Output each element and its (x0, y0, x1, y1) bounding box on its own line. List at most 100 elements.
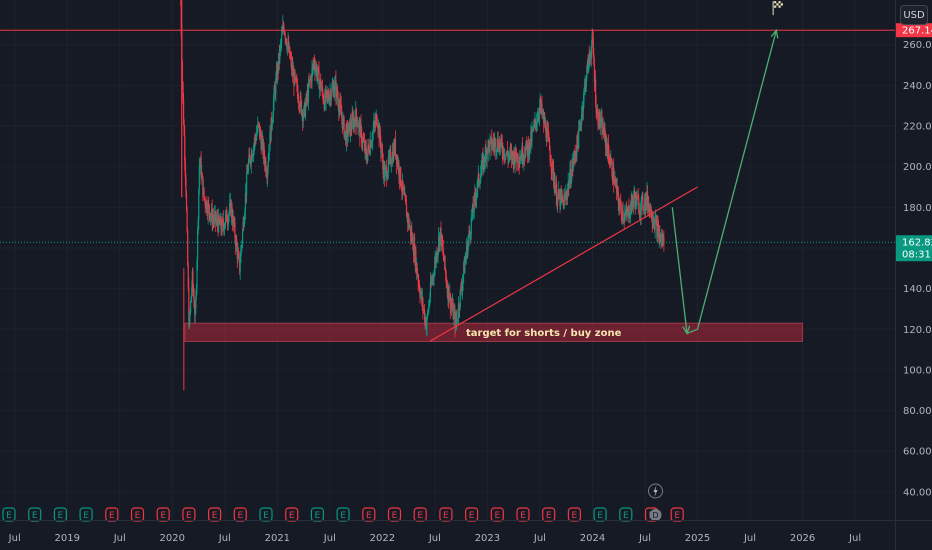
earnings-marker[interactable]: E (465, 507, 479, 522)
candle-body (226, 210, 228, 222)
earnings-marker-letter: E (315, 511, 321, 521)
candle-body (408, 226, 411, 228)
candle-body (444, 256, 446, 270)
candle-body (344, 131, 346, 137)
earnings-marker[interactable]: E (516, 507, 530, 522)
earnings-marker[interactable]: E (233, 507, 247, 522)
time-tick-label: 2021 (265, 533, 290, 544)
candle-body (578, 128, 580, 149)
earnings-marker[interactable]: E (619, 507, 633, 522)
lightning-icon[interactable] (647, 483, 663, 499)
candle-body (272, 116, 274, 122)
earnings-marker[interactable]: E (542, 507, 556, 522)
candle-body (519, 159, 521, 165)
candle-body (256, 131, 258, 134)
candle-body (299, 107, 301, 109)
candle-body (240, 246, 242, 251)
event-markers: EEEEEEEEEEEEEEEEEEEEEEEEEEED (2, 483, 684, 522)
earnings-marker-letter: E (58, 511, 64, 521)
earnings-marker[interactable]: E (310, 507, 324, 522)
currency-selector-button[interactable]: USD (900, 5, 928, 25)
candle-body (547, 130, 549, 137)
candle-body (505, 153, 507, 159)
candle-body (362, 139, 364, 141)
candle-body (267, 166, 269, 178)
candle-body (241, 230, 244, 243)
candle-body (575, 154, 577, 158)
dividend-marker[interactable]: D (649, 509, 662, 521)
candle-body (337, 99, 339, 108)
candle-body (286, 44, 289, 50)
earnings-marker[interactable]: E (2, 507, 16, 522)
earnings-marker-letter: E (237, 511, 243, 521)
candle-body (512, 151, 514, 156)
earnings-marker[interactable]: E (259, 507, 273, 522)
candle-body (297, 101, 300, 104)
candle-body (608, 153, 610, 164)
earnings-marker[interactable]: E (336, 507, 350, 522)
earnings-marker[interactable]: E (182, 507, 196, 522)
price-axis-background (895, 0, 932, 550)
candle-body (187, 230, 189, 266)
earnings-marker[interactable]: E (413, 507, 427, 522)
candle-body (465, 255, 467, 259)
support-zone-box[interactable] (184, 322, 804, 342)
candle-body (397, 158, 399, 168)
earnings-marker[interactable]: E (490, 507, 504, 522)
candle-body (640, 200, 642, 216)
candle-body (368, 147, 370, 153)
earnings-marker[interactable]: E (285, 507, 299, 522)
earnings-marker[interactable]: E (439, 507, 453, 522)
candle-body (247, 162, 249, 172)
candle-body (231, 205, 233, 219)
candle-body (564, 196, 566, 199)
candle-body (481, 160, 483, 170)
candle-body (382, 151, 384, 162)
candle-body (522, 160, 524, 162)
candle-body (439, 232, 441, 247)
earnings-marker[interactable]: E (387, 507, 402, 522)
earnings-marker[interactable]: E (670, 507, 684, 522)
earnings-marker[interactable]: E (53, 507, 68, 522)
candle-body (624, 214, 626, 220)
candle-body (325, 90, 327, 101)
earnings-marker[interactable]: E (208, 507, 222, 522)
candle-body (192, 287, 195, 296)
earnings-marker-letter: E (520, 511, 526, 521)
projection-path[interactable] (671, 30, 777, 335)
candle-body (182, 81, 184, 100)
candle-body (656, 223, 659, 238)
candle-body (216, 217, 219, 225)
candle-body (218, 215, 220, 232)
earnings-marker[interactable]: E (156, 507, 170, 522)
candle-body (263, 145, 265, 159)
earnings-marker[interactable]: E (567, 507, 582, 522)
candle-body (617, 186, 619, 193)
earnings-marker[interactable]: E (79, 507, 93, 522)
candle-body (195, 296, 197, 310)
candle-body (282, 25, 284, 27)
candle-body (624, 214, 626, 215)
price-axis[interactable]: 40.0060.0080.00100.00120.00140.00160.001… (895, 0, 932, 550)
earnings-marker[interactable]: E (105, 507, 119, 522)
candle-body (188, 316, 191, 327)
candle-body (595, 104, 597, 113)
earnings-marker[interactable]: E (130, 507, 145, 522)
candle-body (411, 231, 413, 241)
candle-body (348, 123, 350, 133)
candle-body (515, 148, 517, 158)
support-trendline[interactable] (429, 186, 698, 342)
candle-body (545, 123, 547, 138)
time-axis[interactable]: Jul 2019 Jul 2020 Jul 2021 Jul 2022 Jul 2023 Jul 20… (0, 520, 932, 545)
candle-body (272, 101, 275, 117)
earnings-marker[interactable]: E (28, 507, 42, 522)
candle-body (299, 95, 301, 108)
candle-body (637, 196, 639, 200)
candle-body (188, 287, 190, 327)
candle-body (312, 65, 314, 67)
earnings-marker[interactable]: E (593, 507, 607, 522)
earnings-marker[interactable]: E (362, 507, 376, 522)
candle-body (186, 210, 188, 231)
candle-body (200, 158, 202, 178)
